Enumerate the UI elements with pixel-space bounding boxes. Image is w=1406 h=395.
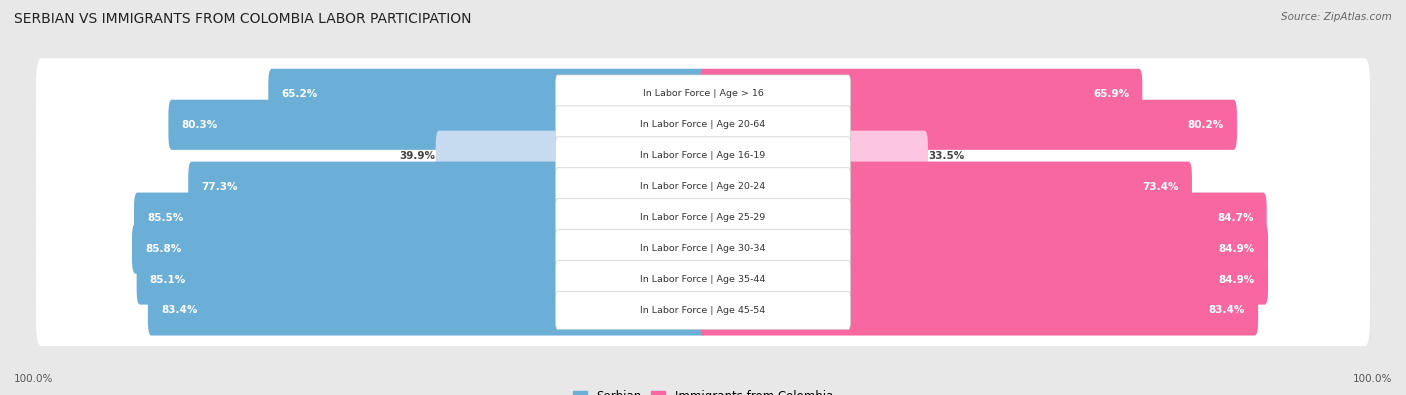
Text: In Labor Force | Age 20-24: In Labor Force | Age 20-24 xyxy=(640,182,766,191)
Text: 85.1%: 85.1% xyxy=(150,275,186,284)
FancyBboxPatch shape xyxy=(700,224,1268,274)
Text: 80.3%: 80.3% xyxy=(181,120,218,130)
FancyBboxPatch shape xyxy=(132,224,706,274)
FancyBboxPatch shape xyxy=(555,261,851,298)
FancyBboxPatch shape xyxy=(134,192,706,243)
FancyBboxPatch shape xyxy=(37,213,1369,284)
Text: In Labor Force | Age > 16: In Labor Force | Age > 16 xyxy=(643,89,763,98)
Text: 84.7%: 84.7% xyxy=(1218,213,1254,223)
Text: 83.4%: 83.4% xyxy=(1209,305,1244,316)
FancyBboxPatch shape xyxy=(37,275,1369,346)
FancyBboxPatch shape xyxy=(700,69,1142,119)
Text: 85.5%: 85.5% xyxy=(148,213,183,223)
FancyBboxPatch shape xyxy=(555,229,851,267)
Text: 73.4%: 73.4% xyxy=(1142,182,1178,192)
FancyBboxPatch shape xyxy=(555,168,851,205)
Text: 84.9%: 84.9% xyxy=(1219,244,1254,254)
Text: 100.0%: 100.0% xyxy=(14,374,53,384)
FancyBboxPatch shape xyxy=(700,286,1258,335)
FancyBboxPatch shape xyxy=(700,100,1237,150)
FancyBboxPatch shape xyxy=(148,286,706,335)
Text: 65.9%: 65.9% xyxy=(1092,89,1129,99)
FancyBboxPatch shape xyxy=(555,292,851,329)
Text: In Labor Force | Age 45-54: In Labor Force | Age 45-54 xyxy=(640,306,766,315)
FancyBboxPatch shape xyxy=(37,244,1369,315)
Text: In Labor Force | Age 25-29: In Labor Force | Age 25-29 xyxy=(640,213,766,222)
FancyBboxPatch shape xyxy=(555,199,851,237)
Text: 65.2%: 65.2% xyxy=(281,89,318,99)
FancyBboxPatch shape xyxy=(188,162,706,212)
FancyBboxPatch shape xyxy=(436,131,706,181)
FancyBboxPatch shape xyxy=(136,254,706,305)
Text: 80.2%: 80.2% xyxy=(1188,120,1223,130)
FancyBboxPatch shape xyxy=(555,75,851,113)
FancyBboxPatch shape xyxy=(555,106,851,144)
Text: In Labor Force | Age 16-19: In Labor Force | Age 16-19 xyxy=(640,151,766,160)
Text: 100.0%: 100.0% xyxy=(1353,374,1392,384)
FancyBboxPatch shape xyxy=(37,151,1369,222)
Text: Source: ZipAtlas.com: Source: ZipAtlas.com xyxy=(1281,12,1392,22)
Text: In Labor Force | Age 30-34: In Labor Force | Age 30-34 xyxy=(640,244,766,253)
FancyBboxPatch shape xyxy=(700,131,928,181)
FancyBboxPatch shape xyxy=(700,162,1192,212)
FancyBboxPatch shape xyxy=(700,254,1268,305)
Text: 77.3%: 77.3% xyxy=(201,182,238,192)
FancyBboxPatch shape xyxy=(37,89,1369,160)
Text: SERBIAN VS IMMIGRANTS FROM COLOMBIA LABOR PARTICIPATION: SERBIAN VS IMMIGRANTS FROM COLOMBIA LABO… xyxy=(14,12,471,26)
FancyBboxPatch shape xyxy=(169,100,706,150)
Text: 84.9%: 84.9% xyxy=(1219,275,1254,284)
Legend: Serbian, Immigrants from Colombia: Serbian, Immigrants from Colombia xyxy=(568,385,838,395)
Text: 83.4%: 83.4% xyxy=(162,305,197,316)
Text: 33.5%: 33.5% xyxy=(928,151,965,161)
FancyBboxPatch shape xyxy=(700,192,1267,243)
FancyBboxPatch shape xyxy=(555,137,851,175)
Text: 85.8%: 85.8% xyxy=(145,244,181,254)
Text: In Labor Force | Age 20-64: In Labor Force | Age 20-64 xyxy=(640,120,766,129)
Text: In Labor Force | Age 35-44: In Labor Force | Age 35-44 xyxy=(640,275,766,284)
FancyBboxPatch shape xyxy=(37,58,1369,130)
FancyBboxPatch shape xyxy=(37,182,1369,253)
FancyBboxPatch shape xyxy=(269,69,706,119)
FancyBboxPatch shape xyxy=(37,120,1369,191)
Text: 39.9%: 39.9% xyxy=(399,151,436,161)
